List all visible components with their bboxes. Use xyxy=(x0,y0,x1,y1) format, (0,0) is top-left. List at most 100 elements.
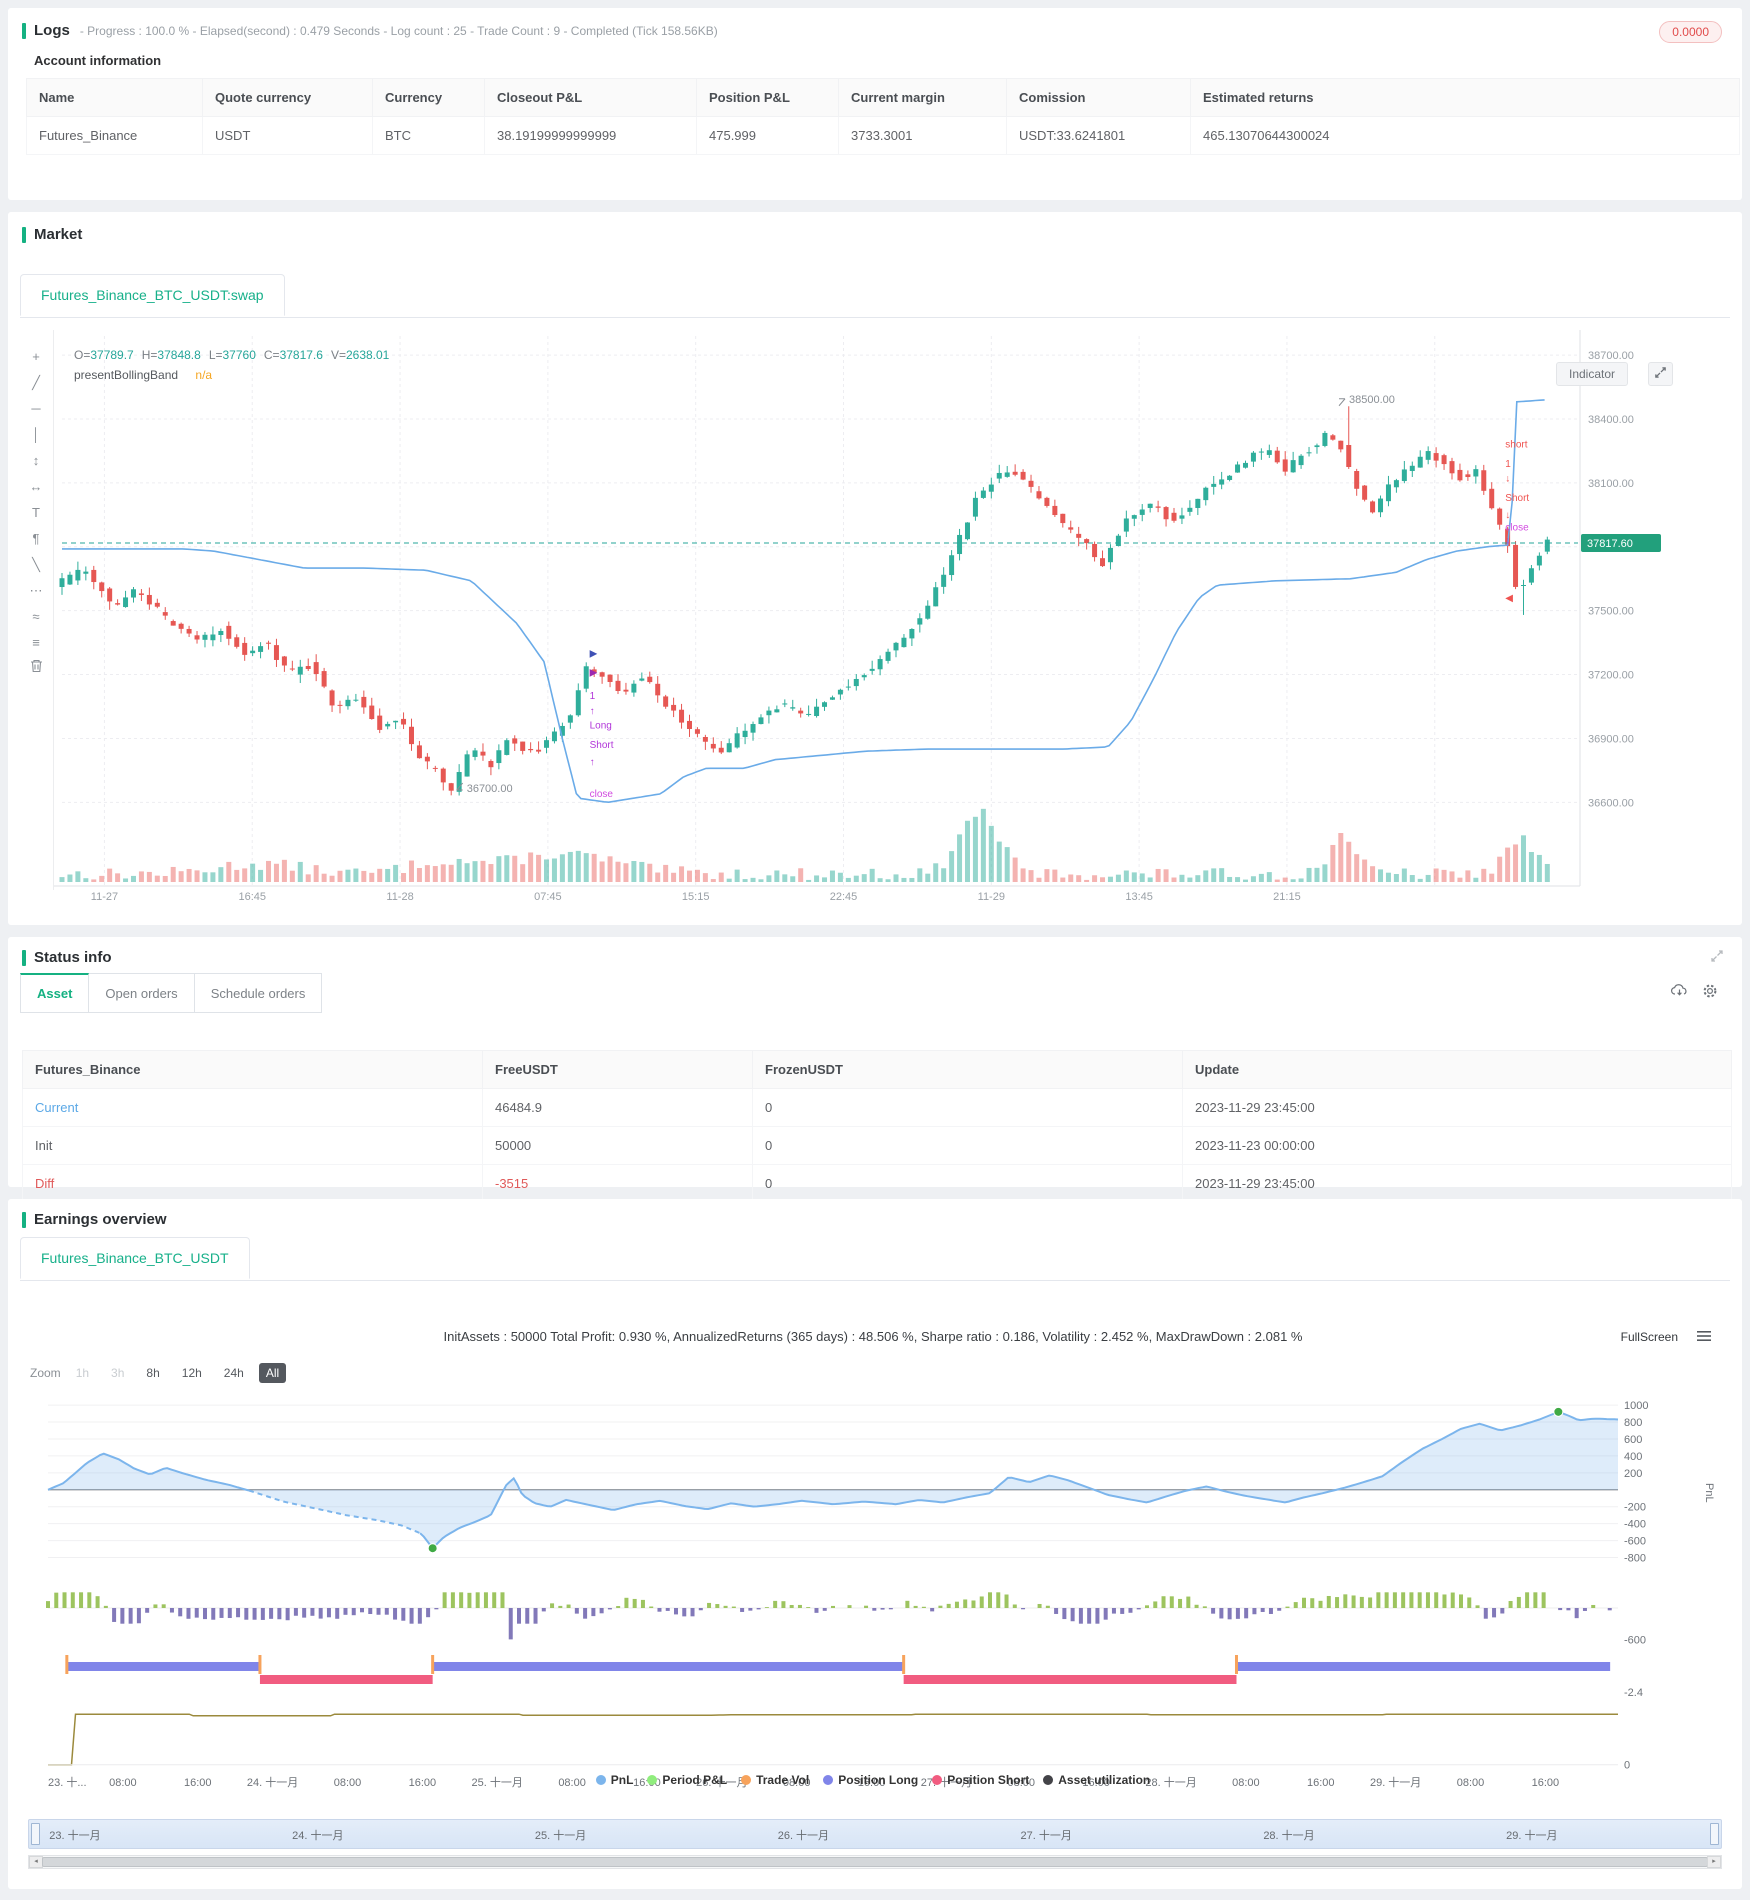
cell-currency: BTC xyxy=(372,116,485,155)
price-range-tool-icon[interactable]: ↕ xyxy=(32,453,40,468)
navigator-handle-left[interactable] xyxy=(31,1823,40,1845)
annotation-tool-icon[interactable]: ¶ xyxy=(32,531,40,546)
scrollbar-left-button[interactable]: ◂ xyxy=(29,1856,43,1868)
cell-comission: USDT:33.6241801 xyxy=(1006,116,1191,155)
earnings-time-label: 16:00 xyxy=(1532,1777,1560,1789)
zoom-button-1h[interactable]: 1h xyxy=(75,1366,90,1380)
cell-closeout-pnl: 38.19199999999999 xyxy=(484,116,697,155)
account-table-row: Futures_Binance USDT BTC 38.191999999999… xyxy=(26,116,1740,155)
settings-tool-icon[interactable]: ≡ xyxy=(32,635,40,650)
crosshair-tool-icon[interactable]: + xyxy=(32,349,40,364)
legend-dot xyxy=(932,1775,943,1785)
zoom-button-12h[interactable]: 12h xyxy=(181,1366,202,1380)
earnings-time-label: 08:00 xyxy=(1008,1777,1036,1789)
trash-tool-icon[interactable] xyxy=(20,656,52,682)
pnl-axis-label: 200 xyxy=(1624,1468,1642,1480)
chart-expand-button[interactable] xyxy=(1648,362,1673,386)
legend-item-position-short[interactable]: Position Short xyxy=(932,1773,1029,1787)
scrollbar-right-button[interactable]: ▸ xyxy=(1707,1856,1721,1868)
row-label-current[interactable]: Current xyxy=(22,1088,483,1127)
trade-vol-tick xyxy=(902,1655,906,1674)
earnings-time-label: 08:00 xyxy=(1232,1777,1260,1789)
market-title: Market xyxy=(34,226,83,243)
trade-vol-tick xyxy=(1234,1655,1238,1674)
section-accent-bar xyxy=(22,949,26,966)
vertical-line-tool-icon[interactable]: │ xyxy=(31,427,41,442)
bolling-band-legend: presentBollingBand n/a xyxy=(74,368,212,382)
trade-marker: Short xyxy=(590,740,614,751)
asset-table-header-row: Futures_Binance FreeUSDT FrozenUSDT Upda… xyxy=(22,1050,1732,1089)
ohlc-label: L= xyxy=(208,348,223,362)
earnings-stats-line: InitAssets : 50000 Total Profit: 0.930 %… xyxy=(443,1329,1303,1344)
pnl-area xyxy=(48,1411,1618,1548)
pnl-axis-label: -200 xyxy=(1624,1502,1646,1514)
ohlc-label: H= xyxy=(141,348,158,362)
legend-item-period-p-l[interactable]: Period P&L xyxy=(647,1773,727,1787)
trade-marker: short xyxy=(1505,440,1527,451)
status-expand-button[interactable] xyxy=(1710,949,1724,968)
earnings-tabbar: Futures_Binance_BTC_USDT xyxy=(20,1237,1730,1281)
price-axis-label: 37200.00 xyxy=(1588,670,1634,682)
indicator-button[interactable]: Indicator xyxy=(1556,362,1629,386)
status-tab-asset[interactable]: Asset xyxy=(20,973,90,1013)
diagonal-line-tool-icon[interactable]: ╲ xyxy=(32,557,40,572)
section-accent-bar xyxy=(22,22,26,39)
legend-item-position-long[interactable]: Position Long xyxy=(823,1773,918,1787)
current-free-usdt: 46484.9 xyxy=(482,1088,753,1127)
navigator-date: 23. 十一月 xyxy=(49,1830,101,1842)
cell-estimated-returns: 465.13070644300024 xyxy=(1190,116,1740,155)
pnl-axis-label: -800 xyxy=(1624,1553,1646,1565)
expand-icon xyxy=(1655,367,1666,378)
chart-menu-button[interactable] xyxy=(1696,1329,1712,1348)
status-tab-open-orders[interactable]: Open orders xyxy=(89,973,195,1013)
trade-vol-tick xyxy=(258,1655,262,1674)
trade-marker: 1 xyxy=(590,691,596,702)
trade-marker: ▶ xyxy=(590,667,598,678)
legend-item-trade-vol[interactable]: Trade Vol xyxy=(741,1773,809,1787)
zoom-label: Zoom xyxy=(30,1366,61,1380)
tab-futures-binance-btc-usdt[interactable]: Futures_Binance_BTC_USDT xyxy=(20,1237,250,1279)
earnings-header: Earnings overview xyxy=(8,1199,1742,1228)
legend-label: Trade Vol xyxy=(756,1773,810,1787)
navigator-handle-right[interactable] xyxy=(1710,1823,1719,1845)
earnings-legend: PnL Period P&L Trade Vol Position Long Posit… xyxy=(8,1773,1738,1787)
pnl-axis-label: -600 xyxy=(1624,1536,1646,1548)
earnings-time-label: 16:00 xyxy=(409,1777,437,1789)
status-tab-schedule-orders[interactable]: Schedule orders xyxy=(194,973,323,1013)
price-axis-label: 38400.00 xyxy=(1588,414,1634,426)
legend-item-asset-utilization[interactable]: Asset utilization xyxy=(1043,1773,1150,1787)
earnings-time-label: 08:00 xyxy=(109,1777,137,1789)
zoom-button-8h[interactable]: 8h xyxy=(146,1366,160,1380)
trade-marker: close xyxy=(1505,523,1529,534)
col-estimated-returns: Estimated returns xyxy=(1190,78,1740,117)
chart-navigator[interactable]: 23. 十一月 24. 十一月 25. 十一月 26. 十一月 27. 十一月 28. 十… xyxy=(28,1819,1722,1849)
zoom-button-all[interactable]: All xyxy=(258,1363,287,1383)
fullscreen-button[interactable]: FullScreen xyxy=(1620,1330,1678,1344)
status-header: Status info xyxy=(8,937,1742,966)
ohlc-value: 37848.8 xyxy=(157,348,201,362)
dots-tool-icon[interactable]: ⋯ xyxy=(29,583,43,598)
hamburger-menu-icon xyxy=(1697,1331,1711,1341)
zoom-button-3h[interactable]: 3h xyxy=(111,1366,125,1380)
legend-item-pnl[interactable]: PnL xyxy=(595,1773,633,1787)
scrollbar-thumb[interactable] xyxy=(42,1857,1708,1867)
download-button[interactable] xyxy=(1671,983,1688,1003)
annotation-high: 38500.00 xyxy=(1349,394,1395,406)
trend-line-tool-icon[interactable]: ╱ xyxy=(32,375,40,390)
bolling-line xyxy=(62,399,1545,804)
settings-button[interactable] xyxy=(1702,983,1718,1004)
navigator-date: 27. 十一月 xyxy=(1020,1830,1072,1842)
zoom-button-24h[interactable]: 24h xyxy=(223,1366,244,1380)
horizontal-line-tool-icon[interactable]: ─ xyxy=(31,401,41,416)
chart-scrollbar[interactable]: ◂ ▸ xyxy=(28,1855,1722,1869)
legend-dot xyxy=(647,1775,658,1785)
tab-futures-binance-btc-usdt-swap[interactable]: Futures_Binance_BTC_USDT:swap xyxy=(20,274,285,316)
earnings-time-label: 23. 十... xyxy=(48,1775,87,1789)
init-update: 2023-11-23 00:00:00 xyxy=(1182,1126,1732,1165)
price-axis-label: 38100.00 xyxy=(1588,478,1634,490)
date-range-tool-icon[interactable]: ↔ xyxy=(29,479,43,494)
last-price-tag-label: 37817.60 xyxy=(1587,538,1633,550)
wave-tool-icon[interactable]: ≈ xyxy=(32,609,40,624)
text-tool-icon[interactable]: T xyxy=(32,505,40,520)
col-closeout-pnl: Closeout P&L xyxy=(484,78,697,117)
